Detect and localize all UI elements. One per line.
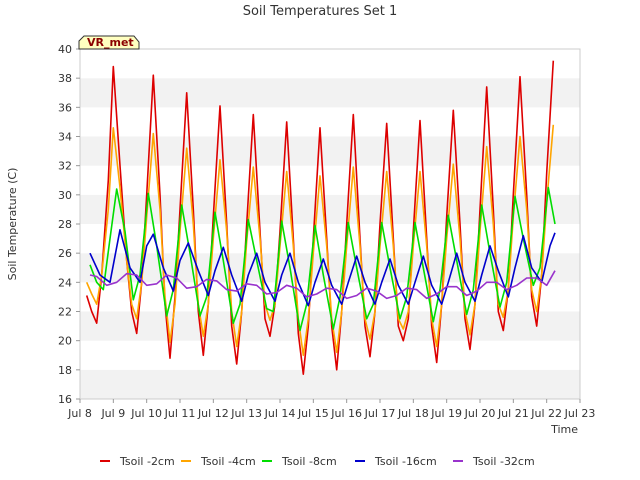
chart-title: Soil Temperatures Set 1 [243, 4, 398, 19]
x-tick-label: Jul 17 [364, 407, 396, 420]
y-tick-label: 30 [58, 189, 72, 202]
legend-entry: Tsoil -8cm [281, 455, 337, 468]
legend: Tsoil -2cm Tsoil -4cm Tsoil -8cm Tsoil -16c… [100, 455, 535, 468]
y-axis-label: Soil Temperature (C) [6, 168, 19, 281]
grid-band [80, 369, 580, 399]
series-line-2 [85, 124, 555, 357]
x-tick-label: Jul 18 [397, 407, 429, 420]
x-tick-label: Jul 14 [264, 407, 296, 420]
grid-band [80, 136, 580, 166]
series-line-3 [89, 186, 556, 332]
y-tick-label: 24 [58, 276, 72, 289]
series-line-4 [89, 229, 556, 307]
legend-entry: Tsoil -2cm [119, 455, 175, 468]
x-tick-label: Jul 16 [330, 407, 362, 420]
y-tick-label: 32 [58, 160, 72, 173]
y-tick-label: 26 [58, 247, 72, 260]
y-tick-label: 36 [58, 101, 72, 114]
y-tick-label: 18 [58, 364, 72, 377]
x-tick-label: Jul 9 [100, 407, 125, 420]
x-tick-label: Jul 23 [564, 407, 596, 420]
y-tick-label: 16 [58, 393, 72, 406]
y-tick-label: 28 [58, 218, 72, 231]
y-tick-label: 40 [58, 43, 72, 56]
x-tick-label: Jul 21 [497, 407, 529, 420]
grid-band [80, 107, 580, 137]
x-axis: Jul 8 Jul 9 Jul 10 Jul 11 Jul 12 Jul 13 Jul 14… [67, 399, 595, 420]
grid-band [80, 311, 580, 341]
x-tick-label: Jul 10 [130, 407, 162, 420]
x-axis-label: Time [550, 423, 578, 436]
grid-band [80, 165, 580, 195]
x-tick-label: Jul 19 [430, 407, 462, 420]
legend-entry: Tsoil -4cm [200, 455, 256, 468]
grid-band [80, 194, 580, 224]
x-tick-label: Jul 20 [464, 407, 496, 420]
y-tick-label: 20 [58, 335, 72, 348]
legend-entry: Tsoil -32cm [472, 455, 535, 468]
grid-band [80, 49, 580, 79]
y-tick-label: 34 [58, 131, 72, 144]
grid-band [80, 78, 580, 108]
series-lines [85, 60, 556, 376]
x-tick-label: Jul 8 [67, 407, 92, 420]
x-tick-label: Jul 11 [164, 407, 196, 420]
grid-band [80, 340, 580, 370]
series-line-5 [89, 270, 556, 300]
x-tick-label: Jul 12 [197, 407, 229, 420]
x-tick-label: Jul 22 [530, 407, 562, 420]
station-badge: VR_met [78, 35, 140, 50]
station-label: VR_met [87, 36, 134, 49]
legend-entry: Tsoil -16cm [374, 455, 437, 468]
x-tick-label: Jul 13 [230, 407, 262, 420]
x-tick-label: Jul 15 [297, 407, 329, 420]
y-axis: 16 18 20 22 24 26 28 30 32 34 36 38 40 [58, 43, 80, 406]
grid-band [80, 224, 580, 254]
y-tick-label: 38 [58, 72, 72, 85]
y-tick-label: 22 [58, 306, 72, 319]
